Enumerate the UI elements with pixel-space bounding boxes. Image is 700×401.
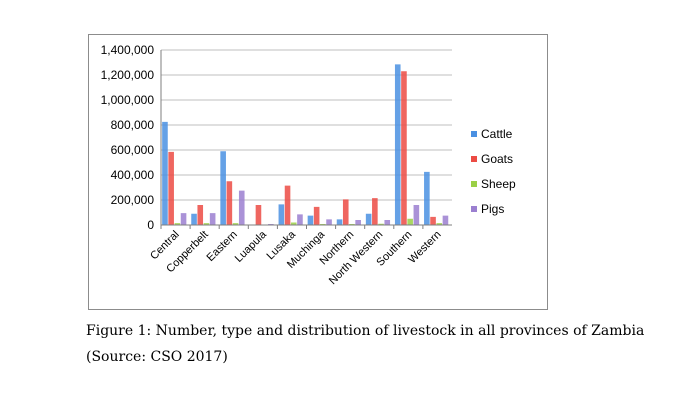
x-tick-label: Luapula [233,228,270,265]
bar-goats-lusaka [284,185,291,225]
bar-goats-north-western [372,198,378,225]
y-tick-label: 600,000 [111,143,155,157]
bar-sheep-copperbelt [203,223,210,225]
bar-goats-copperbelt [197,205,204,225]
bar-goats-central [168,151,174,225]
bar-pigs-north-western [384,220,391,225]
bar-pigs-northern [355,220,361,225]
legend-label-sheep: Sheep [481,177,516,191]
gridlines [161,49,452,201]
y-tick-label: 800,000 [111,118,155,132]
bar-cattle-copperbelt [191,213,197,225]
bar-pigs-lusaka [297,214,303,225]
y-tick-label: 1,200,000 [101,68,155,82]
figure-caption: Figure 1: Number, type and distribution … [86,318,646,370]
bar-goats-eastern [226,181,233,225]
chart-frame: 0 200,000 400,000 600,000 800,000 1,000,000 1,… [88,34,548,310]
bar-goats-luapula [255,205,262,225]
y-tick-label: 1,400,000 [101,43,155,57]
y-tick-label: 200,000 [111,193,155,207]
y-tick-label: 0 [147,218,154,232]
bar-goats-southern [401,71,407,225]
caption-line-1: Figure 1: Number, type and distribution … [86,323,645,339]
livestock-bar-chart: 0 200,000 400,000 600,000 800,000 1,000,000 1,… [101,43,516,287]
bar-cattle-central [162,121,168,225]
bar-cattle-northern [336,219,343,225]
legend: Cattle Goats Sheep Pigs [471,127,516,216]
bar-sheep-lusaka [290,222,297,225]
legend-swatch-pigs [471,206,477,212]
bars [162,64,449,225]
bar-goats-muchinga [313,206,320,225]
legend-swatch-cattle [471,131,477,137]
caption-line-2: (Source: CSO 2017) [86,349,228,365]
bar-goats-northern [342,199,349,225]
bar-pigs-muchinga [326,219,332,225]
x-tick-label: Western [406,229,443,266]
bar-pigs-western [442,215,449,225]
bar-goats-western [430,216,436,225]
y-tick-label: 400,000 [111,168,155,182]
legend-label-goats: Goats [481,152,513,166]
bar-sheep-western [436,223,443,225]
bar-sheep-southern [407,218,413,225]
bar-cattle-southern [394,64,401,225]
bar-cattle-western [424,171,430,225]
legend-label-cattle: Cattle [481,127,513,141]
bar-cattle-muchinga [307,215,314,225]
bar-cattle-north-western [365,213,372,225]
y-tick-label: 1,000,000 [101,93,155,107]
bar-sheep-eastern [232,223,239,225]
bar-pigs-central [180,213,187,225]
legend-swatch-sheep [471,181,477,187]
bar-pigs-copperbelt [209,213,216,225]
legend-label-pigs: Pigs [481,202,504,216]
bar-cattle-lusaka [278,204,285,225]
legend-swatch-goats [471,156,477,162]
bar-sheep-north-western [378,223,384,225]
bar-pigs-eastern [238,190,245,225]
bar-pigs-southern [413,205,420,225]
bar-sheep-central [174,223,181,225]
bar-cattle-eastern [220,151,226,225]
